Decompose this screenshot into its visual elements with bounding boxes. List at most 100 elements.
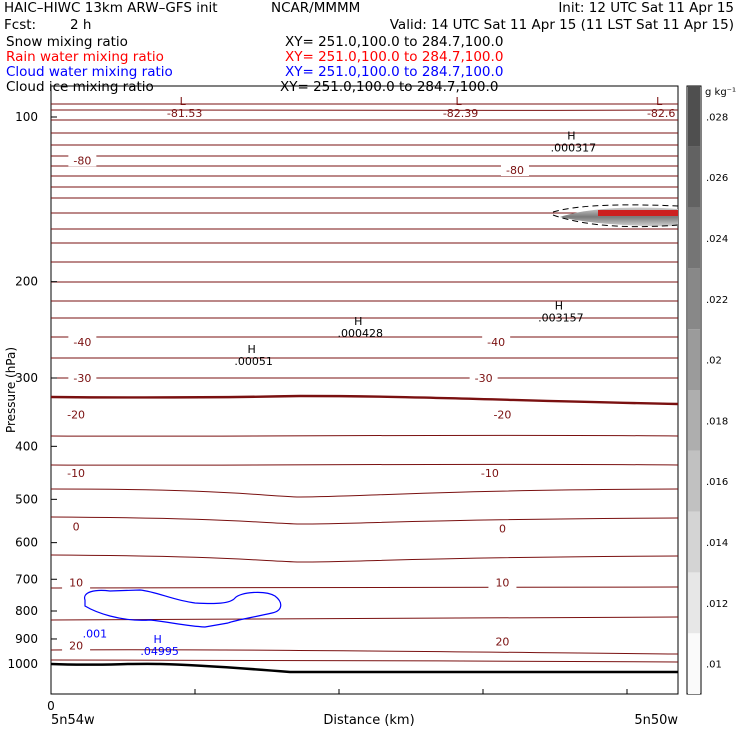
temperature-label: -40 — [487, 336, 505, 349]
temperature-label-bg — [469, 370, 498, 384]
temperature-label: -20 — [67, 409, 85, 422]
isotherm-line — [50, 228, 679, 230]
temperature-label-bg — [68, 335, 97, 349]
colorbar-tick-label: .014 — [706, 538, 728, 549]
extremum-value: -82.6 — [647, 107, 675, 120]
colorbar-bin — [688, 633, 700, 694]
forecast-value: 2 h — [70, 17, 92, 33]
isotherm-line — [50, 434, 679, 437]
isotherm-line — [50, 377, 679, 379]
temperature-label-bg — [62, 519, 91, 533]
isotherm-line — [50, 300, 679, 302]
temperature-label: -80 — [73, 154, 91, 167]
colorbar-bin — [688, 86, 700, 147]
field-cloud-water-name: Cloud water mixing ratio — [6, 64, 173, 80]
isotherm-line — [50, 144, 679, 146]
contour-label-bg — [80, 626, 109, 640]
colorbar-tick-label: .028 — [706, 112, 728, 123]
field-cloud-water-xy: XY= 251.0,100.0 to 284.7,100.0 — [285, 64, 504, 80]
isotherm-line — [50, 649, 679, 655]
isotherm-line — [50, 175, 679, 177]
y-tick-label: 1000 — [7, 657, 38, 671]
colorbar-bin — [688, 329, 700, 390]
isotherm-line — [50, 659, 679, 663]
temperature-label-bg — [475, 466, 504, 480]
isotherm-line — [50, 132, 679, 134]
colorbar-tick-label: .026 — [706, 173, 728, 184]
isotherm-line — [50, 165, 679, 167]
colorbar-bin — [688, 511, 700, 573]
extremum-value: .000428 — [337, 327, 383, 340]
temperature-label: -40 — [73, 336, 91, 349]
x-axis-start-label: 5n54w — [51, 713, 95, 728]
init-time: Init: 12 UTC Sat 11 Apr 15 — [558, 0, 734, 16]
y-tick-label: 800 — [15, 604, 38, 618]
temperature-label-bg — [62, 638, 91, 652]
extremum-mark: H — [567, 130, 575, 143]
colorbar-tick-label: .024 — [706, 234, 728, 245]
extremum-mark: H — [354, 315, 362, 328]
cloud-ice-region — [552, 204, 679, 228]
colorbar-tick-label: .022 — [706, 295, 728, 306]
temperature-label-bg — [62, 466, 91, 480]
colorbar: g kg⁻¹ .01 .012 .014 .016 .018 .02 .022 .024 .02… — [686, 85, 736, 695]
temperature-label: -30 — [73, 372, 91, 385]
cloud-water-contour — [84, 589, 282, 628]
colorbar-bin — [688, 390, 700, 451]
field-cloud-ice-xy: XY= 251.0,100.0 to 284.7,100.0 — [280, 79, 499, 95]
temperature-label-bg — [488, 634, 517, 648]
temperature-label: 20 — [69, 639, 83, 652]
extremum-value: -82.39 — [443, 107, 478, 120]
org-label: NCAR/MMMM — [271, 0, 361, 16]
contour-label: .001 — [83, 628, 108, 641]
isotherm-line — [50, 516, 679, 525]
colorbar-bin — [688, 146, 700, 208]
y-tick-label: 200 — [15, 275, 38, 289]
y-tick-label: 300 — [15, 371, 38, 385]
temperature-label-bg — [488, 521, 517, 535]
temperature-label-bg — [68, 370, 97, 384]
extremum-mark: L — [656, 95, 663, 108]
extremum-value: .04995 — [140, 645, 179, 658]
field-snow-xy: XY= 251.0,100.0 to 284.7,100.0 — [285, 34, 504, 50]
isotherm-line — [50, 586, 679, 589]
temperature-label: 10 — [495, 577, 509, 590]
isotherm-line — [50, 357, 679, 359]
y-axis-ticks: 100 200 300 400 500 600 700 800 900 1000 — [7, 110, 57, 671]
temperature-label: -10 — [481, 467, 499, 480]
isotherm-line — [50, 554, 679, 563]
colorbar-tick-label: .02 — [706, 356, 722, 367]
extremum-value: .00051 — [234, 355, 273, 368]
isotherm-line — [50, 616, 679, 621]
extremum-value: .000317 — [551, 142, 597, 155]
y-axis-label: Pressure (hPa) — [4, 347, 18, 433]
colorbar-tick-label: .018 — [706, 416, 728, 427]
x-axis-label: Distance (km) — [323, 713, 414, 728]
contour-labels: .001 — [80, 626, 109, 641]
extremum-mark: H — [247, 343, 255, 356]
extremum-mark: H — [555, 300, 563, 313]
temperature-label: 0 — [73, 520, 80, 533]
isotherm-line — [50, 281, 679, 283]
extremum-value: -81.53 — [167, 107, 202, 120]
temperature-label: -20 — [493, 409, 511, 422]
isotherm-line — [50, 336, 679, 338]
x-axis-end-label: 5n50w — [634, 713, 678, 728]
temperature-label: 20 — [495, 636, 509, 649]
temperature-label: -80 — [506, 164, 524, 177]
field-rain-name: Rain water mixing ratio — [6, 49, 164, 65]
isotherm-line — [50, 186, 679, 188]
extremum-mark: H — [153, 633, 161, 646]
y-tick-label: 900 — [15, 632, 38, 646]
isotherm-line — [50, 317, 679, 319]
temperature-label-bg — [482, 335, 511, 349]
field-cloud-ice-name: Cloud ice mixing ratio — [6, 79, 154, 95]
isotherm-line — [50, 488, 679, 498]
field-rain-xy: XY= 251.0,100.0 to 284.7,100.0 — [285, 49, 504, 65]
colorbar-tick-label: .012 — [706, 599, 728, 610]
isotherm-line — [50, 119, 679, 121]
extremum-mark: L — [180, 95, 187, 108]
colorbar-bin — [688, 207, 700, 269]
chart-title: HAIC–HIWC 13km ARW–GFS init — [4, 0, 218, 16]
colorbar-tick-label: .016 — [706, 477, 728, 488]
